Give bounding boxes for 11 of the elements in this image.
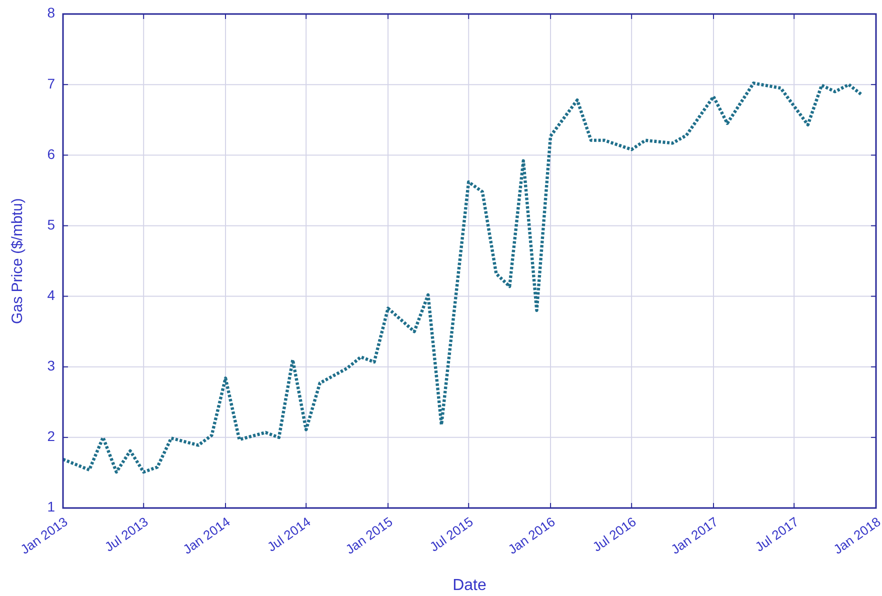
y-tick-label: 5 bbox=[47, 216, 56, 232]
x-axis-title: Date bbox=[452, 577, 486, 594]
y-tick-label: 1 bbox=[47, 498, 56, 515]
y-axis-title: Gas Price ($/mbtu) bbox=[9, 198, 26, 324]
y-tick-label: 2 bbox=[47, 428, 56, 444]
y-tick-label: 3 bbox=[47, 358, 56, 374]
y-tick-label: 4 bbox=[47, 286, 56, 303]
y-tick-label: 8 bbox=[47, 4, 56, 21]
y-tick-label: 6 bbox=[47, 146, 56, 162]
y-tick-label: 7 bbox=[47, 75, 56, 92]
line-series bbox=[61, 82, 864, 474]
